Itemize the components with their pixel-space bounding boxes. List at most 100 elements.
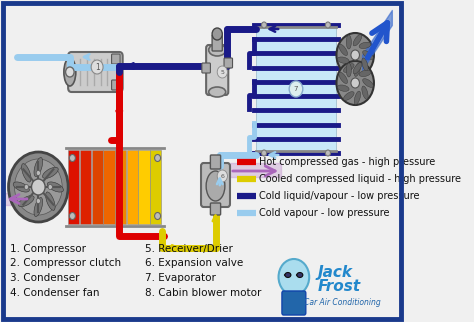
Text: 5. Receiver/Drier: 5. Receiver/Drier xyxy=(145,244,233,254)
Text: 4. Condenser fan: 4. Condenser fan xyxy=(10,288,100,298)
Ellipse shape xyxy=(363,51,374,59)
Circle shape xyxy=(69,213,75,220)
FancyBboxPatch shape xyxy=(282,291,306,315)
Ellipse shape xyxy=(46,192,55,210)
Circle shape xyxy=(217,170,228,182)
Ellipse shape xyxy=(285,272,291,278)
Text: Car Air Conditioning: Car Air Conditioning xyxy=(304,298,381,307)
Text: 5: 5 xyxy=(220,70,224,74)
Circle shape xyxy=(31,179,45,195)
Ellipse shape xyxy=(297,272,303,278)
FancyBboxPatch shape xyxy=(111,80,120,90)
FancyBboxPatch shape xyxy=(202,63,210,73)
Ellipse shape xyxy=(346,63,351,77)
FancyBboxPatch shape xyxy=(224,58,233,68)
FancyBboxPatch shape xyxy=(255,25,337,38)
Ellipse shape xyxy=(337,85,349,91)
Ellipse shape xyxy=(21,164,31,182)
Text: Hot compressed gas - high pressure: Hot compressed gas - high pressure xyxy=(259,157,435,167)
Text: Cold vapour - low pressure: Cold vapour - low pressure xyxy=(259,208,390,218)
FancyBboxPatch shape xyxy=(115,150,126,224)
FancyBboxPatch shape xyxy=(212,35,222,51)
FancyBboxPatch shape xyxy=(111,54,120,64)
Ellipse shape xyxy=(363,79,374,87)
Ellipse shape xyxy=(337,57,349,63)
Ellipse shape xyxy=(34,157,43,176)
Ellipse shape xyxy=(339,44,347,56)
Circle shape xyxy=(15,159,62,215)
Circle shape xyxy=(217,66,228,78)
Circle shape xyxy=(289,81,303,97)
Circle shape xyxy=(351,50,359,60)
Circle shape xyxy=(65,67,74,77)
Circle shape xyxy=(36,198,40,204)
FancyBboxPatch shape xyxy=(127,150,138,224)
Circle shape xyxy=(24,185,28,190)
Ellipse shape xyxy=(344,64,354,72)
Circle shape xyxy=(325,150,330,156)
FancyBboxPatch shape xyxy=(206,45,228,95)
Circle shape xyxy=(9,152,68,222)
Text: 2. Compressor clutch: 2. Compressor clutch xyxy=(10,259,121,269)
Ellipse shape xyxy=(362,58,368,71)
FancyBboxPatch shape xyxy=(150,150,162,224)
Ellipse shape xyxy=(64,58,76,86)
Text: 6. Expansion valve: 6. Expansion valve xyxy=(145,259,243,269)
Ellipse shape xyxy=(206,171,225,201)
Ellipse shape xyxy=(209,44,226,56)
Ellipse shape xyxy=(43,167,58,178)
FancyBboxPatch shape xyxy=(255,125,337,138)
Ellipse shape xyxy=(34,197,43,216)
FancyBboxPatch shape xyxy=(255,40,337,52)
Ellipse shape xyxy=(13,182,29,192)
Ellipse shape xyxy=(359,70,371,77)
Circle shape xyxy=(48,185,53,190)
Circle shape xyxy=(351,78,359,88)
FancyBboxPatch shape xyxy=(103,150,115,224)
Ellipse shape xyxy=(344,92,354,100)
Ellipse shape xyxy=(354,91,361,104)
Ellipse shape xyxy=(353,62,362,74)
Text: 6: 6 xyxy=(220,174,224,178)
Circle shape xyxy=(337,33,374,77)
FancyBboxPatch shape xyxy=(138,150,150,224)
Circle shape xyxy=(337,61,374,105)
Text: 7. Evaporator: 7. Evaporator xyxy=(145,273,216,283)
Text: Frost: Frost xyxy=(318,279,361,294)
Circle shape xyxy=(279,259,309,295)
Circle shape xyxy=(262,150,266,156)
Ellipse shape xyxy=(359,42,371,49)
Text: 3. Condenser: 3. Condenser xyxy=(10,273,80,283)
Ellipse shape xyxy=(47,182,64,192)
Circle shape xyxy=(325,22,330,28)
Circle shape xyxy=(36,171,40,175)
FancyBboxPatch shape xyxy=(210,155,220,169)
FancyBboxPatch shape xyxy=(255,68,337,81)
Ellipse shape xyxy=(353,34,362,46)
Ellipse shape xyxy=(339,72,347,84)
Text: Jack: Jack xyxy=(318,265,353,280)
FancyBboxPatch shape xyxy=(210,203,220,215)
Circle shape xyxy=(155,213,161,220)
Text: Cooled compressed liquid - high pressure: Cooled compressed liquid - high pressure xyxy=(259,174,461,184)
Ellipse shape xyxy=(18,195,34,207)
Ellipse shape xyxy=(354,63,361,76)
Circle shape xyxy=(91,60,103,74)
FancyBboxPatch shape xyxy=(201,163,230,207)
Circle shape xyxy=(212,28,222,40)
FancyBboxPatch shape xyxy=(255,97,337,109)
Ellipse shape xyxy=(346,35,351,49)
FancyBboxPatch shape xyxy=(68,150,80,224)
FancyBboxPatch shape xyxy=(68,52,123,92)
FancyBboxPatch shape xyxy=(91,150,103,224)
Circle shape xyxy=(69,155,75,162)
Text: 1: 1 xyxy=(95,62,100,71)
Ellipse shape xyxy=(362,86,368,99)
Circle shape xyxy=(155,155,161,162)
FancyBboxPatch shape xyxy=(80,150,91,224)
Text: Cold liquid/vapour - low pressure: Cold liquid/vapour - low pressure xyxy=(259,191,419,201)
FancyBboxPatch shape xyxy=(255,111,337,124)
Ellipse shape xyxy=(209,87,226,97)
Text: 7: 7 xyxy=(294,86,298,92)
FancyBboxPatch shape xyxy=(255,54,337,67)
